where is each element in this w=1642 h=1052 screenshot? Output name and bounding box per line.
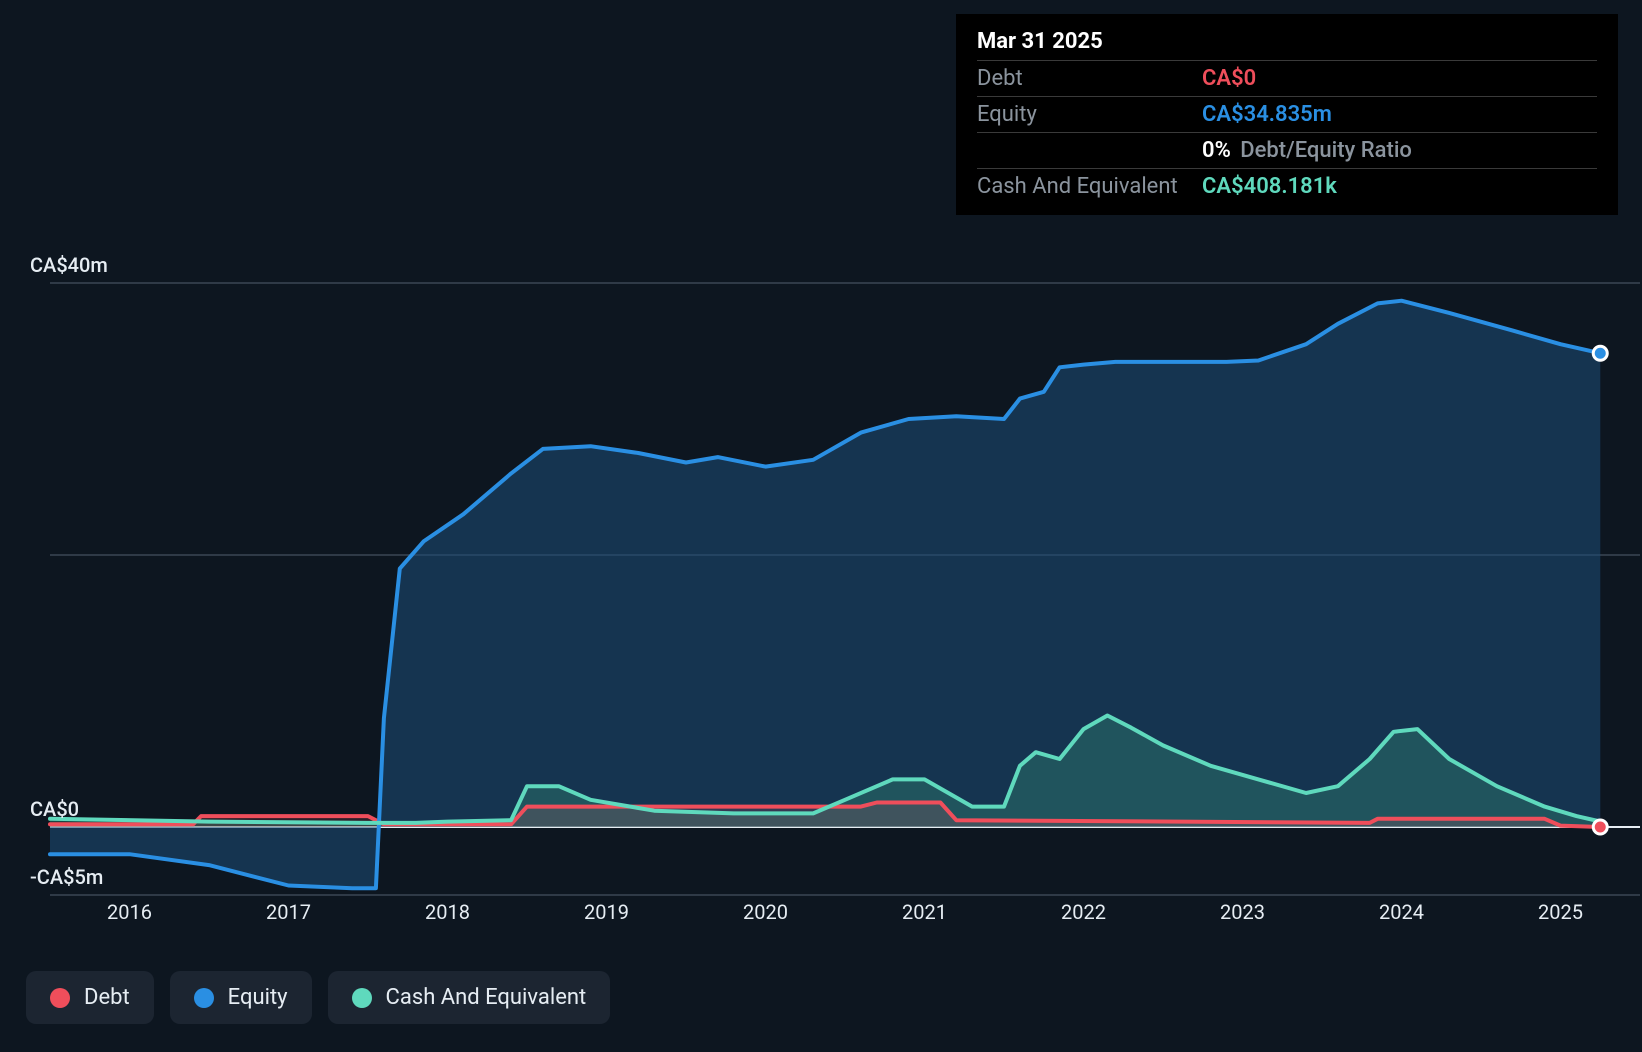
tooltip-row-label: Cash And Equivalent	[977, 174, 1202, 199]
tooltip-row-value: CA$408.181k	[1202, 174, 1337, 199]
legend-item-label: Equity	[228, 985, 288, 1010]
tooltip-row-value: CA$0	[1202, 66, 1256, 91]
tooltip-row: EquityCA$34.835m	[977, 96, 1597, 132]
y-axis-label: -CA$5m	[30, 865, 103, 889]
x-axis-label: 2022	[1061, 900, 1106, 924]
tooltip-row-suffix: Debt/Equity Ratio	[1235, 138, 1412, 163]
tooltip-row: Cash And EquivalentCA$408.181k	[977, 168, 1597, 204]
tooltip-row-label: Equity	[977, 102, 1202, 127]
x-axis-label: 2019	[584, 900, 629, 924]
tooltip-date: Mar 31 2025	[977, 29, 1597, 54]
legend-dot-icon	[352, 988, 372, 1008]
x-axis-label: 2025	[1538, 900, 1583, 924]
legend-item-debt[interactable]: Debt	[26, 971, 154, 1024]
legend-dot-icon	[50, 988, 70, 1008]
tooltip-row-label: Debt	[977, 66, 1202, 91]
legend-dot-icon	[194, 988, 214, 1008]
x-axis-label: 2016	[107, 900, 152, 924]
legend-item-cash[interactable]: Cash And Equivalent	[328, 971, 611, 1024]
legend-item-label: Cash And Equivalent	[386, 985, 587, 1010]
legend-item-equity[interactable]: Equity	[170, 971, 312, 1024]
tooltip-row-value: 0% Debt/Equity Ratio	[1202, 138, 1412, 163]
x-axis-label: 2018	[425, 900, 470, 924]
x-axis-labels: 2016 2017 2018 2019 2020 2021 2022 2023 2024 2025	[20, 900, 1642, 932]
tooltip-row: DebtCA$0	[977, 60, 1597, 96]
tooltip-row-value: CA$34.835m	[1202, 102, 1332, 127]
tooltip-row: 0% Debt/Equity Ratio	[977, 132, 1597, 168]
y-axis-label: CA$40m	[30, 253, 108, 277]
legend-item-label: Debt	[84, 985, 130, 1010]
x-axis-label: 2021	[902, 900, 947, 924]
x-axis-label: 2024	[1379, 900, 1424, 924]
x-axis-label: 2023	[1220, 900, 1265, 924]
chart-legend: Debt Equity Cash And Equivalent	[26, 971, 610, 1024]
chart-tooltip: Mar 31 2025 DebtCA$0EquityCA$34.835m0% D…	[956, 14, 1618, 215]
x-axis-label: 2017	[266, 900, 311, 924]
x-axis-label: 2020	[743, 900, 788, 924]
y-axis-label: CA$0	[30, 797, 79, 821]
